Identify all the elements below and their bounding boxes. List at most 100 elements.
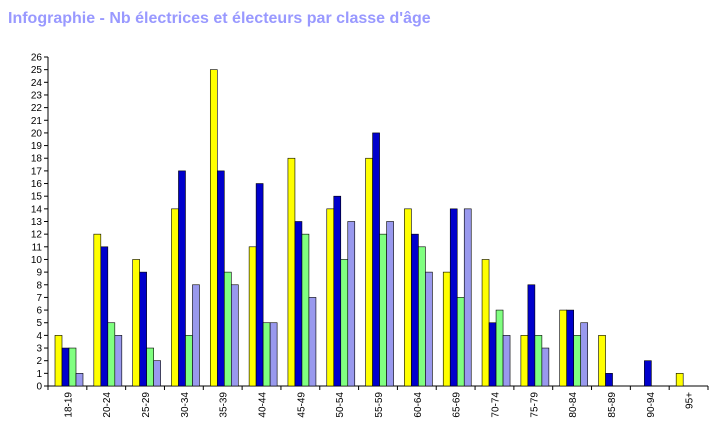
bar [326,208,335,387]
bar [93,233,102,387]
bar [418,246,426,387]
x-tick-label: 80-84 [568,392,579,418]
bar [534,335,543,387]
y-tick-label: 14 [31,204,43,215]
bar [463,208,472,387]
bar [75,373,84,387]
bar [171,208,179,387]
bar [139,271,147,387]
x-tick-label: 60-64 [413,392,424,418]
x-tick-label: 90-94 [646,392,657,418]
y-tick-label: 22 [31,103,43,114]
y-tick-label: 24 [31,78,43,89]
y-tick-label: 15 [31,192,43,203]
bar [541,347,550,387]
bar [347,221,356,387]
bar [287,157,296,387]
y-tick-label: 1 [36,369,42,380]
x-tick-label: 35-39 [219,392,230,418]
x-tick-label: 25-29 [141,392,152,418]
y-tick-label: 9 [36,268,42,279]
x-tick-label: 45-49 [296,392,307,418]
x-tick-label: 65-69 [452,392,463,418]
bar [269,322,278,387]
chart-ticks: 0123456789101112131415161718192021222324… [31,53,709,418]
bar [223,271,232,387]
bar [178,170,186,387]
y-tick-label: 11 [32,242,43,253]
x-tick-label: 20-24 [102,392,113,418]
bar [573,335,582,387]
bar [185,335,193,387]
bar [481,259,490,387]
bar [301,233,310,387]
bar [675,373,684,387]
bar [605,373,613,387]
bar [449,208,458,387]
bar [209,69,218,387]
bar [248,246,257,387]
bar [107,322,116,387]
bar [644,360,652,387]
x-tick-label: 70-74 [490,392,501,418]
y-tick-label: 26 [31,53,43,64]
bar [365,157,373,387]
y-tick-label: 19 [31,141,43,152]
y-tick-label: 2 [36,356,42,367]
bar [372,132,380,387]
y-tick-label: 23 [31,90,43,101]
bar [488,322,497,387]
bar [192,284,200,387]
bar [114,335,123,387]
bar [442,271,451,387]
bar [340,259,349,387]
y-tick-label: 21 [31,116,43,127]
y-tick-label: 7 [36,293,42,304]
y-tick-label: 25 [31,65,43,76]
y-tick-label: 5 [36,318,42,329]
bar [566,309,575,387]
bar [216,170,225,387]
x-tick-label: 55-59 [374,392,385,418]
bar [386,221,394,387]
bar [520,335,529,387]
x-tick-label: 30-34 [180,392,191,418]
bar [262,322,271,387]
y-tick-label: 10 [31,255,43,266]
bar [230,284,239,387]
bar [153,360,161,387]
bar [61,347,70,387]
bar [308,297,317,387]
bar [333,195,342,387]
bar [559,309,568,387]
x-tick-label: 18-19 [63,392,74,418]
bar [255,183,264,387]
bar [502,335,511,387]
chart-title: Infographie - Nb électrices et électeurs… [8,10,431,27]
bar [146,347,154,387]
bar [379,233,387,387]
x-tick-label: 95+ [685,392,696,409]
x-tick-label: 85-89 [607,392,618,418]
y-tick-label: 20 [31,128,43,139]
y-tick-label: 13 [31,217,43,228]
bar [425,271,433,387]
x-tick-label: 40-44 [258,392,269,418]
bar [456,297,465,387]
y-tick-label: 0 [36,382,42,393]
bar [598,335,606,387]
x-tick-label: 50-54 [335,392,346,418]
y-tick-label: 6 [36,306,42,317]
bar [527,284,536,387]
bar [68,347,77,387]
bar [404,208,412,387]
chart-bars [54,69,684,387]
y-tick-label: 3 [36,344,42,355]
x-tick-label: 75-79 [529,392,540,418]
y-tick-label: 17 [31,166,43,177]
bar [294,221,303,387]
bar [132,259,140,387]
y-tick-label: 8 [36,280,42,291]
y-tick-label: 12 [31,230,43,241]
